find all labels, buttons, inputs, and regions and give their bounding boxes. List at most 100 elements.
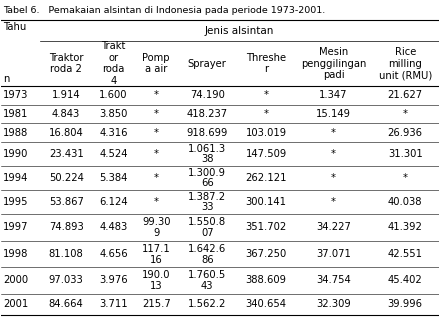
Text: Tahu: Tahu	[3, 22, 26, 32]
Text: 53.867: 53.867	[49, 197, 84, 207]
Text: 4.524: 4.524	[99, 149, 128, 159]
Text: 43: 43	[201, 281, 213, 291]
Text: Tabel 6.   Pemakaian alsintan di Indonesia pada periode 1973-2001.: Tabel 6. Pemakaian alsintan di Indonesia…	[3, 5, 325, 14]
Text: 33: 33	[201, 203, 213, 213]
Text: *: *	[264, 109, 268, 119]
Text: 39.996: 39.996	[388, 299, 423, 309]
Text: 9: 9	[153, 228, 159, 238]
Text: 99.30: 99.30	[142, 217, 170, 227]
Text: 1994: 1994	[3, 173, 28, 183]
Text: 40.038: 40.038	[388, 197, 422, 207]
Text: 2001: 2001	[3, 299, 28, 309]
Text: 16: 16	[150, 255, 163, 265]
Text: 32.309: 32.309	[316, 299, 351, 309]
Text: 418.237: 418.237	[187, 109, 228, 119]
Text: 26.936: 26.936	[388, 128, 423, 137]
Text: 1981: 1981	[3, 109, 28, 119]
Text: 3.711: 3.711	[99, 299, 128, 309]
Text: 215.7: 215.7	[142, 299, 171, 309]
Text: 103.019: 103.019	[246, 128, 286, 137]
Text: 1.347: 1.347	[319, 90, 348, 100]
Text: Sprayer: Sprayer	[188, 59, 227, 69]
Text: 34.754: 34.754	[316, 275, 351, 285]
Text: 1.914: 1.914	[52, 90, 81, 100]
Text: Traktor
roda 2: Traktor roda 2	[49, 53, 84, 74]
Text: 16.804: 16.804	[49, 128, 84, 137]
Text: 147.509: 147.509	[246, 149, 286, 159]
Text: *: *	[154, 173, 159, 183]
Text: 13: 13	[150, 281, 162, 291]
Text: 45.402: 45.402	[388, 275, 422, 285]
Text: *: *	[154, 149, 159, 159]
Text: 81.108: 81.108	[49, 249, 84, 259]
Text: 42.551: 42.551	[388, 249, 423, 259]
Text: 3.976: 3.976	[99, 275, 128, 285]
Text: Trakt
or
roda
4: Trakt or roda 4	[101, 41, 125, 86]
Text: 1.562.2: 1.562.2	[188, 299, 227, 309]
Text: 1.550.8: 1.550.8	[188, 217, 226, 227]
Text: 74.893: 74.893	[49, 223, 84, 232]
Text: *: *	[403, 109, 408, 119]
Text: 66: 66	[201, 178, 214, 188]
Text: *: *	[154, 197, 159, 207]
Text: 21.627: 21.627	[388, 90, 423, 100]
Text: 84.664: 84.664	[49, 299, 84, 309]
Text: 300.141: 300.141	[246, 197, 286, 207]
Text: 50.224: 50.224	[49, 173, 84, 183]
Text: 4.843: 4.843	[52, 109, 81, 119]
Text: 1995: 1995	[3, 197, 29, 207]
Text: Mesin
penggilingan
padi: Mesin penggilingan padi	[301, 47, 366, 80]
Text: 41.392: 41.392	[388, 223, 423, 232]
Text: 340.654: 340.654	[246, 299, 286, 309]
Text: 1.600: 1.600	[99, 90, 128, 100]
Text: 351.702: 351.702	[246, 223, 286, 232]
Text: *: *	[331, 149, 336, 159]
Text: 1973: 1973	[3, 90, 28, 100]
Text: Rice
milling
unit (RMU): Rice milling unit (RMU)	[378, 47, 432, 80]
Text: 1.387.2: 1.387.2	[188, 192, 226, 202]
Text: 34.227: 34.227	[316, 223, 351, 232]
Text: 1.300.9: 1.300.9	[188, 168, 226, 178]
Text: 262.121: 262.121	[245, 173, 287, 183]
Text: 367.250: 367.250	[246, 249, 286, 259]
Text: 4.656: 4.656	[99, 249, 128, 259]
Text: 86: 86	[201, 255, 213, 265]
Text: 2000: 2000	[3, 275, 28, 285]
Text: n: n	[3, 74, 9, 84]
Text: 918.699: 918.699	[187, 128, 228, 137]
Text: 15.149: 15.149	[316, 109, 351, 119]
Text: 97.033: 97.033	[49, 275, 84, 285]
Text: 1988: 1988	[3, 128, 28, 137]
Text: 6.124: 6.124	[99, 197, 128, 207]
Text: *: *	[331, 173, 336, 183]
Text: 4.483: 4.483	[99, 223, 128, 232]
Text: 23.431: 23.431	[49, 149, 84, 159]
Text: 1998: 1998	[3, 249, 28, 259]
Text: 388.609: 388.609	[246, 275, 286, 285]
Text: 31.301: 31.301	[388, 149, 422, 159]
Text: *: *	[331, 128, 336, 137]
Text: *: *	[154, 109, 159, 119]
Text: 74.190: 74.190	[190, 90, 225, 100]
Text: *: *	[154, 90, 159, 100]
Text: 1997: 1997	[3, 223, 29, 232]
Text: 1990: 1990	[3, 149, 28, 159]
Text: 117.1: 117.1	[142, 244, 171, 254]
Text: 1.061.3: 1.061.3	[188, 144, 226, 154]
Text: *: *	[264, 90, 268, 100]
Text: 3.850: 3.850	[99, 109, 128, 119]
Text: *: *	[331, 197, 336, 207]
Text: Pomp
a air: Pomp a air	[143, 53, 170, 74]
Text: 07: 07	[201, 228, 213, 238]
Text: 37.071: 37.071	[316, 249, 351, 259]
Text: 1.760.5: 1.760.5	[188, 270, 227, 280]
Text: 190.0: 190.0	[142, 270, 170, 280]
Text: 4.316: 4.316	[99, 128, 128, 137]
Text: *: *	[154, 128, 159, 137]
Text: 38: 38	[201, 154, 213, 164]
Text: *: *	[403, 173, 408, 183]
Text: Threshe
r: Threshe r	[246, 53, 286, 74]
Text: 5.384: 5.384	[99, 173, 128, 183]
Text: Jenis alsintan: Jenis alsintan	[205, 26, 274, 36]
Text: 1.642.6: 1.642.6	[188, 244, 227, 254]
